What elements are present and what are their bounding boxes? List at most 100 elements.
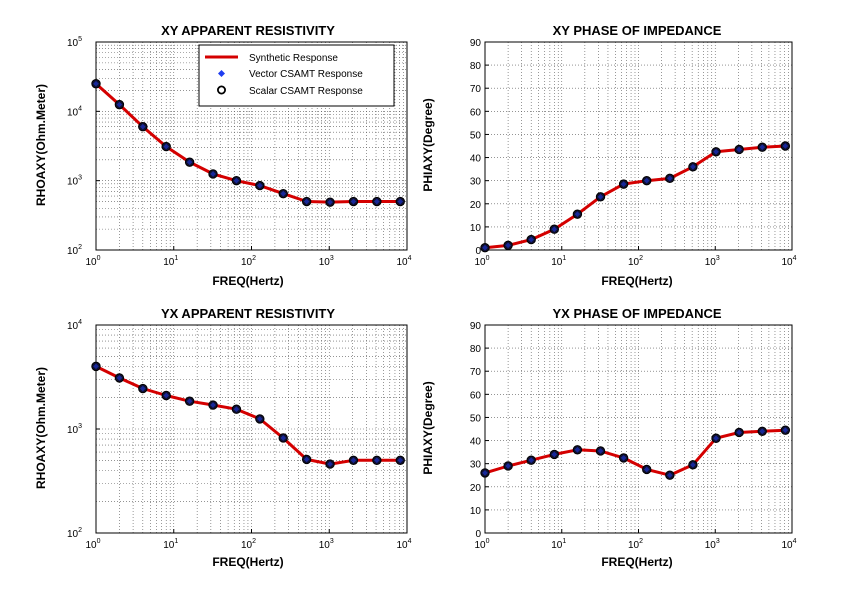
- vector-point: [210, 171, 216, 177]
- y-tick-exponent: 3: [78, 175, 82, 182]
- vector-point: [186, 159, 193, 165]
- x-tick-exponent: 1: [562, 255, 566, 262]
- y-tick-label: 70: [470, 84, 482, 95]
- y-tick-exponent: 4: [78, 319, 82, 326]
- vector-point: [257, 416, 263, 422]
- legend-marker-scalar: [216, 85, 226, 95]
- vector-point: [551, 226, 558, 232]
- plot-area: [485, 325, 792, 533]
- legend-entry-scalar: Scalar CSAMT Response: [249, 86, 363, 97]
- x-axis-label: FREQ(Hertz): [212, 555, 283, 569]
- vector-point: [374, 198, 380, 205]
- x-tick-exponent: 3: [330, 255, 334, 262]
- chart-title: YX PHASE OF IMPEDANCE: [552, 306, 721, 321]
- x-tick-exponent: 1: [174, 255, 178, 262]
- y-tick-label: 30: [470, 177, 482, 188]
- vector-point: [93, 363, 99, 370]
- vector-point: [327, 199, 333, 205]
- x-axis-label: FREQ(Hertz): [601, 555, 672, 569]
- x-tick-exponent: 2: [639, 255, 643, 262]
- vector-point: [210, 402, 216, 408]
- y-tick-label: 0: [475, 246, 481, 257]
- vector-point: [667, 175, 673, 182]
- vector-point: [620, 455, 627, 461]
- vector-point: [643, 466, 650, 473]
- vector-point: [597, 448, 604, 454]
- vector-point: [782, 427, 789, 433]
- vector-point: [597, 194, 604, 200]
- vector-point: [736, 429, 742, 436]
- x-tick-exponent: 4: [408, 255, 412, 262]
- vector-point: [280, 190, 287, 197]
- vector-point: [186, 398, 193, 405]
- vector-point: [374, 457, 380, 464]
- x-tick-exponent: 2: [252, 538, 256, 545]
- vector-point: [397, 457, 404, 464]
- y-tick-label: 90: [470, 321, 482, 332]
- vector-point: [350, 457, 357, 464]
- y-axis-label: PHIAXY(Degree): [421, 98, 435, 191]
- x-tick-exponent: 2: [252, 255, 256, 262]
- y-tick-label: 10: [470, 223, 482, 234]
- y-tick-label: 90: [470, 38, 482, 49]
- chart-title: XY APPARENT RESISTIVITY: [161, 23, 335, 38]
- vector-point: [116, 101, 123, 108]
- vector-point: [574, 447, 581, 453]
- vector-point: [163, 392, 170, 399]
- y-tick-exponent: 5: [78, 36, 82, 43]
- x-tick-exponent: 0: [97, 538, 101, 545]
- yx-phase-panel: YX PHASE OF IMPEDANCE FREQ(Hertz) PHIAXY…: [421, 306, 797, 569]
- vector-point: [397, 198, 404, 205]
- vector-point: [140, 123, 146, 130]
- plot-area: [485, 42, 792, 250]
- vector-point: [690, 462, 696, 468]
- y-tick-label: 20: [470, 483, 482, 494]
- vector-point: [574, 211, 581, 217]
- vector-point: [505, 242, 511, 249]
- y-tick-label: 80: [470, 61, 482, 72]
- y-tick-label: 20: [470, 200, 482, 211]
- x-tick-exponent: 4: [408, 538, 412, 545]
- y-axis-label: RHOAXY(Ohm.Meter): [34, 84, 48, 206]
- vector-point: [667, 472, 673, 479]
- grid: [484, 41, 793, 251]
- grid: [484, 324, 793, 534]
- x-tick-exponent: 0: [97, 255, 101, 262]
- grid: [95, 324, 408, 534]
- vector-point: [303, 456, 310, 463]
- x-tick-exponent: 0: [486, 255, 490, 262]
- y-tick-label: 50: [470, 413, 482, 424]
- y-tick-label: 0: [475, 529, 481, 540]
- vector-point: [93, 80, 99, 87]
- y-tick-exponent: 2: [78, 527, 82, 534]
- y-tick-label: 80: [470, 344, 482, 355]
- vector-point: [713, 148, 719, 155]
- x-axis-label: FREQ(Hertz): [601, 274, 672, 288]
- legend-entry-synthetic: Synthetic Response: [249, 53, 338, 64]
- vector-point: [482, 470, 488, 476]
- y-tick-label: 40: [470, 154, 482, 165]
- y-tick-label: 30: [470, 460, 482, 471]
- vector-point: [116, 375, 123, 381]
- vector-point: [505, 463, 511, 469]
- vector-point: [620, 181, 627, 187]
- chart-title: XY PHASE OF IMPEDANCE: [553, 23, 722, 38]
- x-tick-exponent: 0: [486, 538, 490, 545]
- y-tick-exponent: 3: [78, 423, 82, 430]
- y-tick-label: 50: [470, 130, 482, 141]
- vector-point: [736, 146, 742, 153]
- vector-point: [759, 428, 766, 435]
- x-tick-exponent: 3: [330, 538, 334, 545]
- legend-entry-vector: Vector CSAMT Response: [249, 69, 363, 80]
- vector-point: [690, 164, 696, 170]
- vector-point: [782, 143, 789, 149]
- vector-point: [303, 198, 310, 205]
- vector-point: [759, 144, 766, 150]
- vector-point: [528, 457, 535, 463]
- y-axis-label: PHIAXY(Degree): [421, 381, 435, 474]
- x-tick-exponent: 1: [174, 538, 178, 545]
- vector-point: [643, 177, 650, 184]
- vector-point: [327, 461, 333, 467]
- vector-point: [233, 177, 240, 184]
